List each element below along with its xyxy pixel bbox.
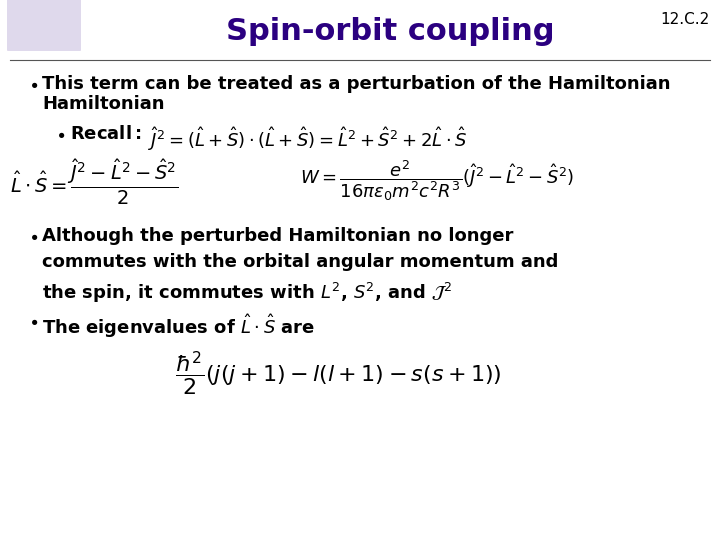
Text: $\dfrac{\hbar^{2}}{2}(j(j+1)-l(l+1)-s(s+1))$: $\dfrac{\hbar^{2}}{2}(j(j+1)-l(l+1)-s(s+… <box>175 350 502 398</box>
Text: Spin-orbit coupling: Spin-orbit coupling <box>226 17 554 46</box>
Text: $\hat{J}^{2}=(\hat{L}+\hat{S})\cdot(\hat{L}+\hat{S})=\hat{L}^{2}+\hat{S}^{2}+2\h: $\hat{J}^{2}=(\hat{L}+\hat{S})\cdot(\hat… <box>148 125 467 153</box>
Text: 12.C.2: 12.C.2 <box>661 12 710 28</box>
Text: $\bullet$: $\bullet$ <box>28 75 38 93</box>
Text: $\bullet$: $\bullet$ <box>55 125 66 143</box>
Text: $W=\dfrac{e^{2}}{16\pi\varepsilon_{0}m^{2}c^{2}R^{3}}(\hat{J}^{2}-\hat{L}^{2}-\h: $W=\dfrac{e^{2}}{16\pi\varepsilon_{0}m^{… <box>300 158 574 203</box>
Text: $\hat{L}\cdot\hat{S}=\dfrac{\hat{J}^{2}-\hat{L}^{2}-\hat{S}^{2}}{2}$: $\hat{L}\cdot\hat{S}=\dfrac{\hat{J}^{2}-… <box>10 158 178 207</box>
Text: Hamiltonian: Hamiltonian <box>42 95 164 113</box>
Text: The eigenvalues of $\hat{L}\cdot\hat{S}$ are: The eigenvalues of $\hat{L}\cdot\hat{S}$… <box>42 312 315 340</box>
Text: 🦎: 🦎 <box>39 10 57 39</box>
Text: This term can be treated as a perturbation of the Hamiltonian: This term can be treated as a perturbati… <box>42 75 670 93</box>
Text: $\bullet$: $\bullet$ <box>28 312 38 330</box>
Text: $\mathbf{Recall:}$: $\mathbf{Recall:}$ <box>70 125 142 143</box>
FancyBboxPatch shape <box>7 0 81 51</box>
Text: Although the perturbed Hamiltonian no longer
commutes with the orbital angular m: Although the perturbed Hamiltonian no lo… <box>42 227 559 305</box>
Text: $\bullet$: $\bullet$ <box>28 227 38 245</box>
